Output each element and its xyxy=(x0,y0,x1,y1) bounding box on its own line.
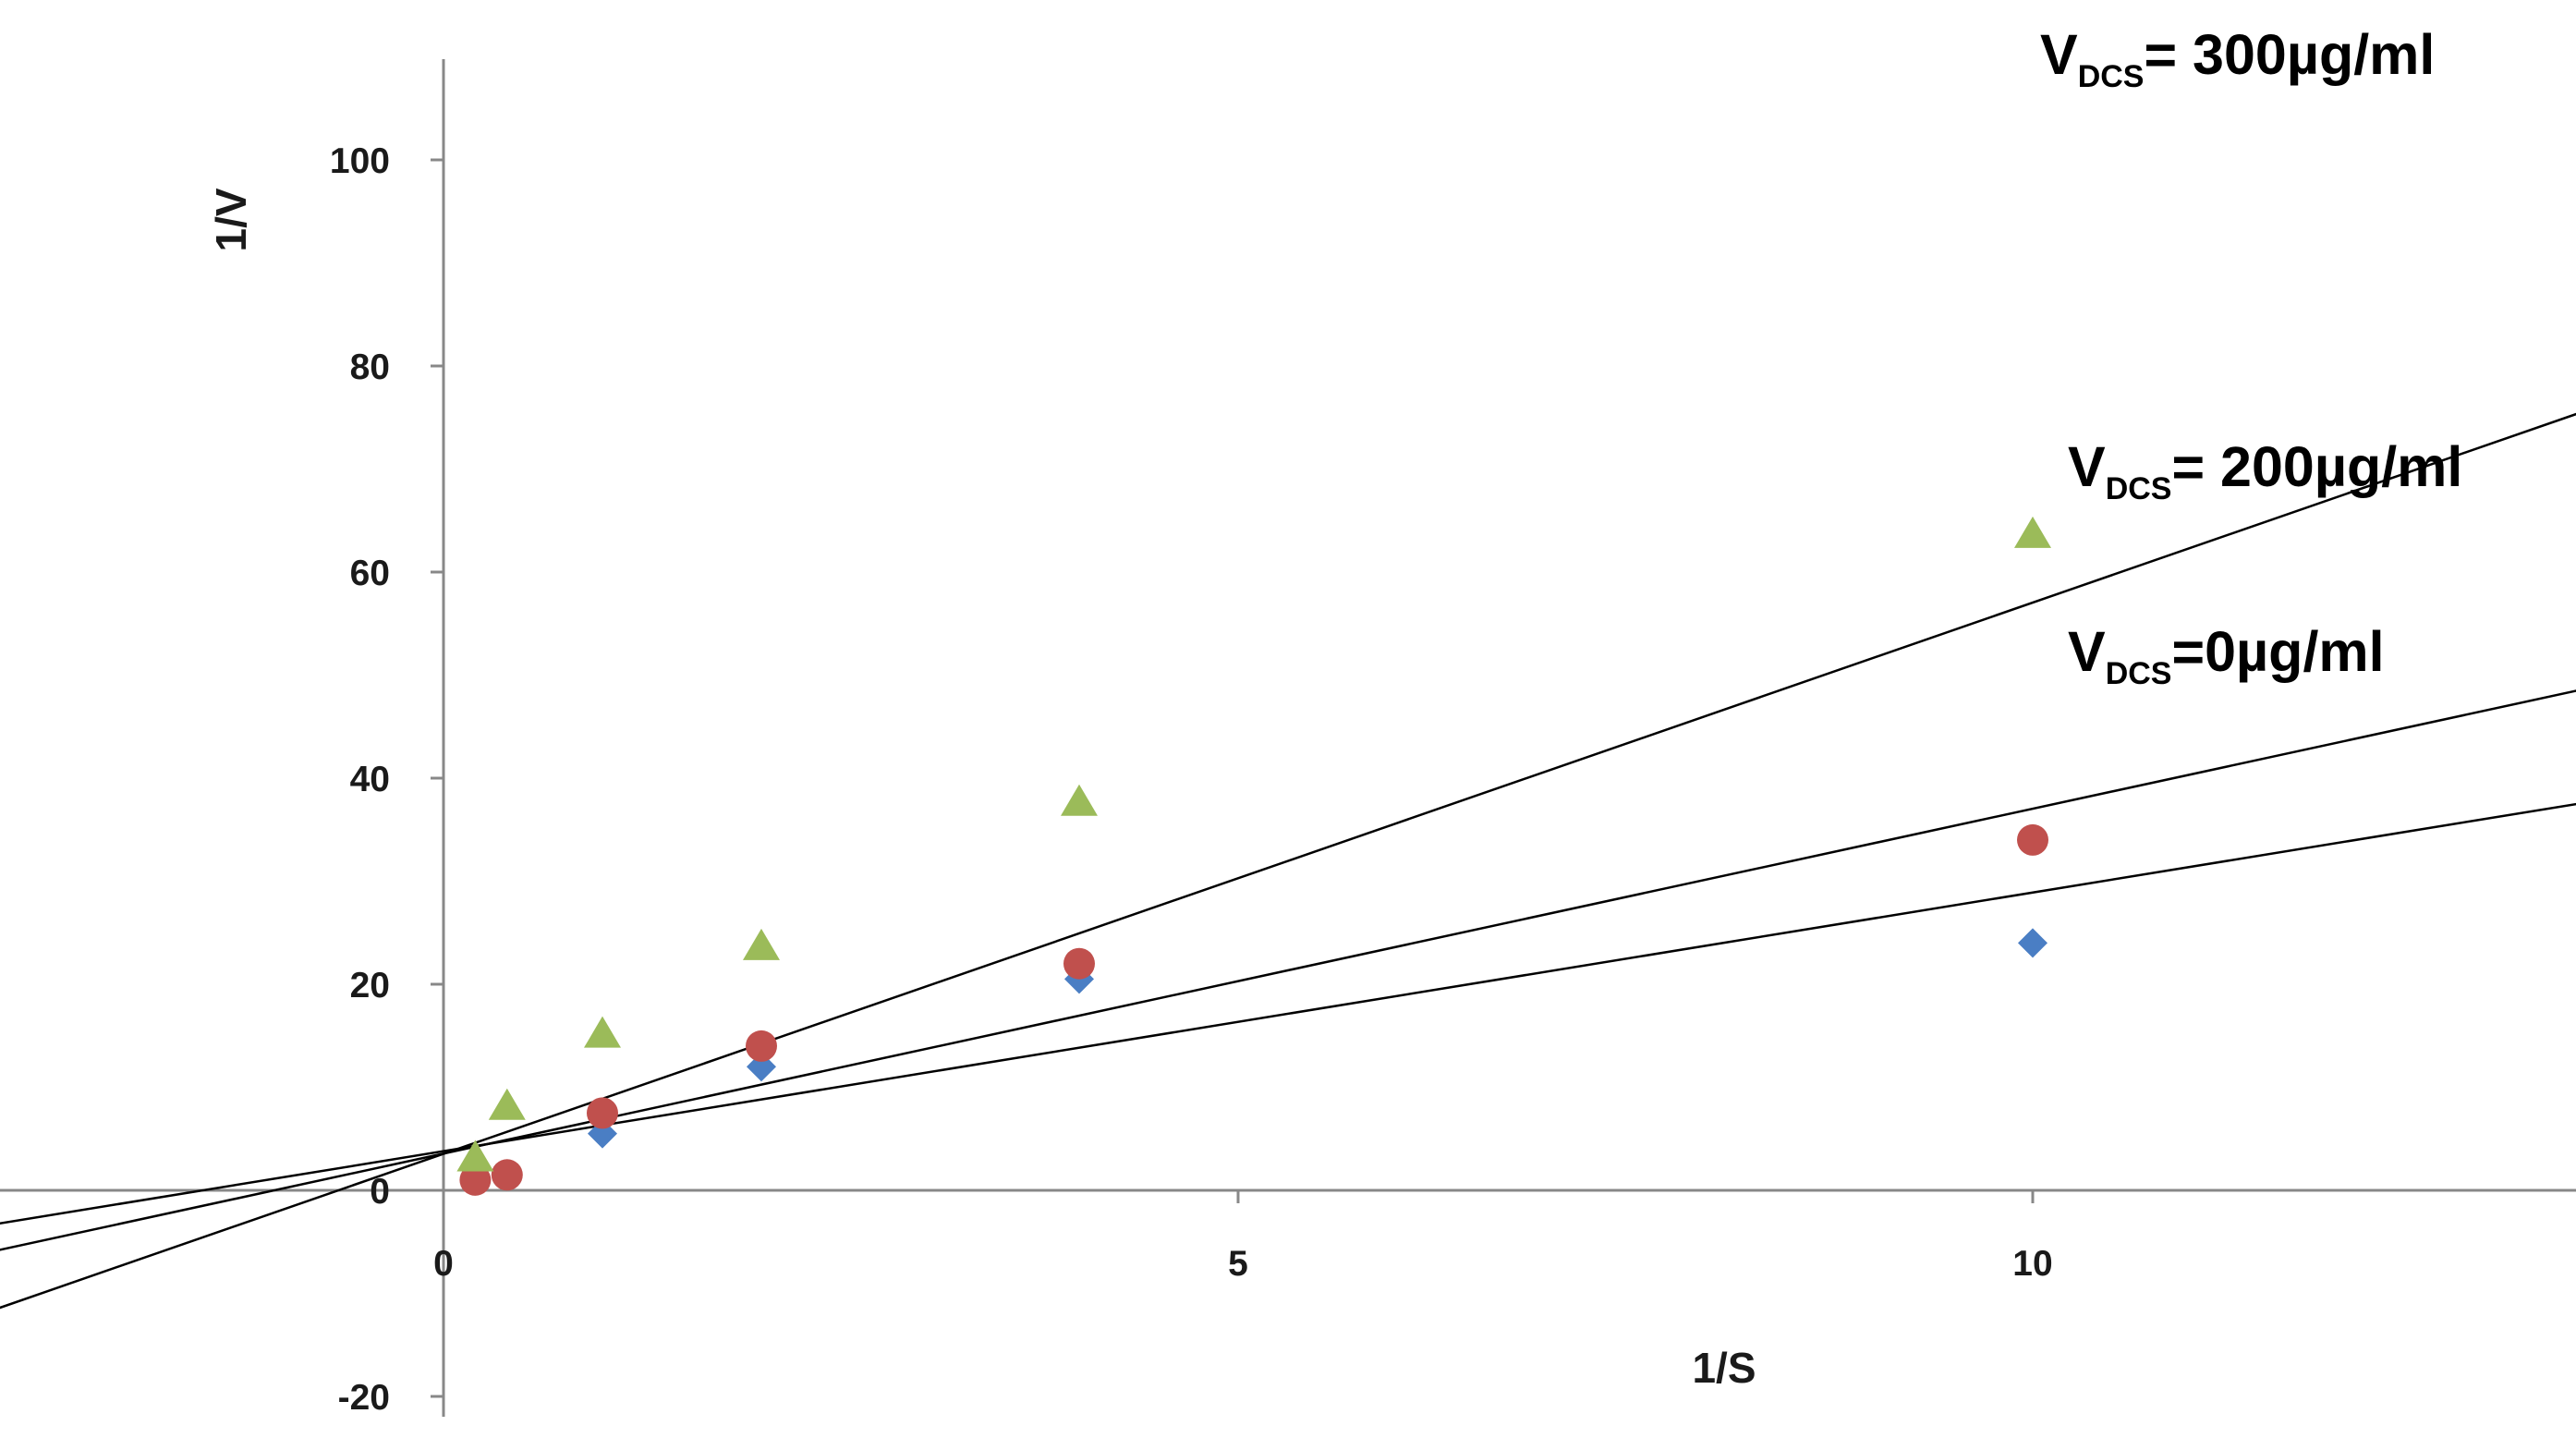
data-point-series-3 xyxy=(1061,784,1098,816)
y-axis-title: 1/V xyxy=(207,188,255,251)
data-point-series-3 xyxy=(488,1088,526,1120)
y-tick-label: 100 xyxy=(330,141,390,181)
data-point-series-2 xyxy=(1063,947,1095,980)
y-tick-label: 80 xyxy=(350,347,390,387)
series-label-subscript: DCS xyxy=(2078,59,2145,94)
y-tick-label: 40 xyxy=(350,760,390,799)
data-point-series-3 xyxy=(2014,516,2051,548)
x-axis-title: 1/S xyxy=(1692,1344,1756,1392)
trendline-series-3 xyxy=(0,412,2576,1310)
x-tick-label: 0 xyxy=(433,1244,454,1284)
trendlines xyxy=(0,412,2576,1310)
data-points xyxy=(456,516,2051,1196)
series-label-value: = 300µg/ml xyxy=(2144,23,2435,86)
data-point-series-3 xyxy=(456,1139,494,1172)
series-label-subscript: DCS xyxy=(2106,471,2172,506)
data-point-series-3 xyxy=(743,928,780,960)
data-point-series-1 xyxy=(2018,928,2047,958)
y-tick-label: 60 xyxy=(350,554,390,593)
trendline-series-1 xyxy=(0,802,2576,1225)
y-tick-label: -20 xyxy=(338,1378,390,1418)
data-point-series-2 xyxy=(2017,823,2048,856)
y-tick-label: 0 xyxy=(370,1172,390,1212)
series-label-2: VDCS= 200µg/ml xyxy=(2068,435,2462,506)
series-label-main: V xyxy=(2068,620,2106,683)
trendline-series-2 xyxy=(0,689,2576,1251)
y-tick-label: 20 xyxy=(350,966,390,1005)
series-label-value: =0µg/ml xyxy=(2171,620,2384,683)
series-label-3: VDCS= 300µg/ml xyxy=(2040,23,2435,94)
axes xyxy=(0,59,2576,1417)
data-point-series-3 xyxy=(584,1016,621,1048)
x-tick-label: 10 xyxy=(2012,1244,2052,1284)
series-label-subscript: DCS xyxy=(2106,656,2172,691)
x-tick-label: 5 xyxy=(1228,1244,1248,1284)
series-label-main: V xyxy=(2068,435,2106,498)
series-label-main: V xyxy=(2040,23,2078,86)
series-label-1: VDCS=0µg/ml xyxy=(2068,620,2385,691)
data-point-series-2 xyxy=(491,1159,523,1191)
data-point-series-2 xyxy=(459,1164,492,1196)
series-label-value: = 200µg/ml xyxy=(2171,435,2462,498)
data-point-series-2 xyxy=(587,1097,618,1129)
data-point-series-2 xyxy=(746,1030,777,1062)
